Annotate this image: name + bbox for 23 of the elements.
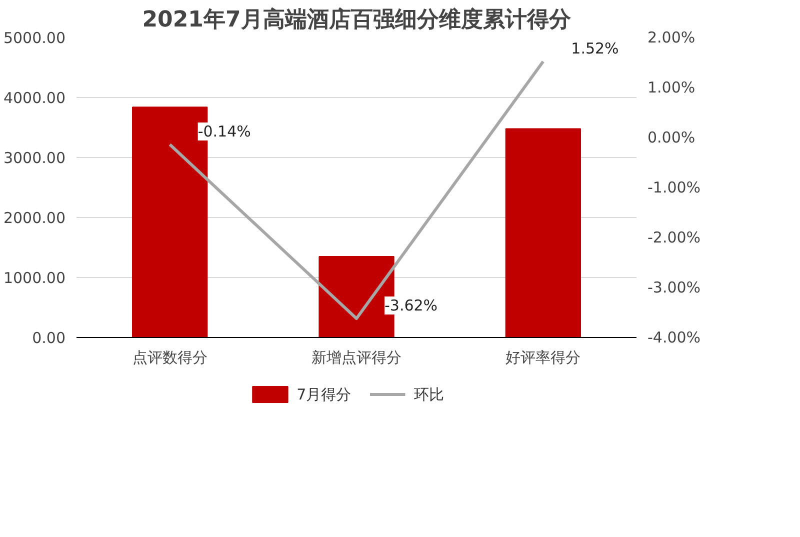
y2-tick-label: -3.00%: [648, 278, 701, 296]
y2-tick-label: 1.00%: [648, 78, 696, 96]
y-tick-label: 1000.00: [3, 269, 66, 287]
data-label: -0.14%: [198, 122, 251, 140]
data-label: -3.62%: [384, 296, 438, 314]
y-tick-label: 3000.00: [3, 149, 66, 167]
y2-tick-label: -4.00%: [648, 328, 701, 346]
y2-tick-label: 2.00%: [648, 28, 696, 46]
x-tick-label: 新增点评得分: [312, 348, 402, 366]
x-tick-label: 好评率得分: [506, 348, 581, 366]
y-tick-label: 2000.00: [3, 209, 66, 227]
data-label: 1.52%: [571, 40, 619, 58]
chart-title: 2021年7月高端酒店百强细分维度累计得分: [142, 6, 572, 32]
y-tick-label: 5000.00: [3, 29, 66, 47]
y2-tick-label: 0.00%: [648, 128, 696, 146]
legend-label: 7月得分: [296, 386, 352, 404]
y-tick-label: 4000.00: [3, 89, 66, 107]
y-tick-label: 0.00: [32, 329, 66, 347]
y2-tick-label: -2.00%: [648, 228, 701, 246]
x-tick-label: 点评数得分: [132, 348, 208, 366]
legend-label: 环比: [414, 386, 444, 404]
y2-tick-label: -1.00%: [648, 178, 701, 196]
bar: [505, 128, 581, 338]
